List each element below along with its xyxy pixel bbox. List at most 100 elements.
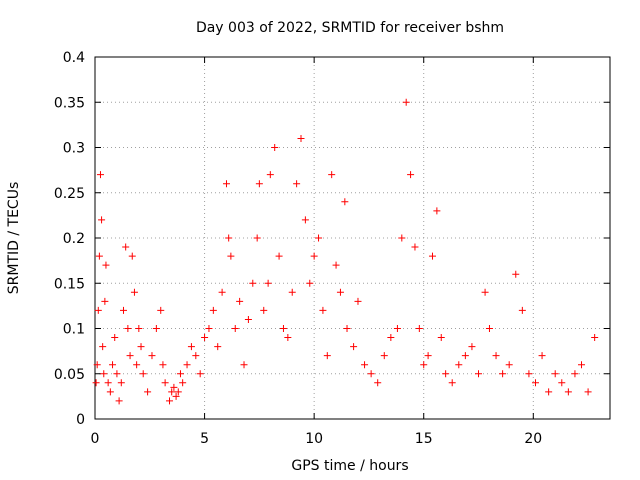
data-point	[380, 352, 388, 360]
data-point	[428, 252, 436, 260]
data-point	[485, 325, 493, 332]
data-point	[137, 343, 145, 351]
data-point	[407, 171, 415, 179]
data-point	[336, 288, 344, 296]
data-point	[271, 144, 279, 151]
data-point	[113, 370, 121, 378]
data-point	[170, 383, 178, 391]
x-tick-label: 5	[200, 431, 209, 447]
data-point	[448, 379, 456, 387]
data-point	[279, 325, 287, 332]
data-point	[398, 234, 406, 242]
x-axis-label: GPS time / hours	[291, 458, 408, 474]
data-point	[179, 379, 187, 387]
data-point	[393, 325, 401, 332]
data-point	[187, 343, 195, 351]
data-point	[461, 352, 469, 360]
data-point	[130, 288, 138, 296]
data-point	[174, 388, 182, 396]
data-point	[159, 361, 167, 369]
data-point	[578, 361, 586, 369]
data-point	[315, 234, 323, 242]
data-point	[99, 343, 107, 351]
data-point	[104, 379, 112, 387]
data-point	[525, 370, 533, 378]
y-tick-label: 0.3	[63, 141, 85, 157]
data-point	[231, 325, 239, 332]
data-point	[341, 198, 349, 206]
data-point	[96, 171, 104, 179]
data-point	[249, 279, 257, 287]
data-point	[301, 216, 309, 224]
data-point	[275, 252, 283, 260]
data-point	[126, 352, 134, 360]
data-point	[481, 288, 489, 296]
y-tick-label: 0.25	[54, 186, 85, 202]
data-point	[437, 334, 445, 342]
x-axis: 0 5 10 15 20	[91, 57, 542, 447]
x-tick-label: 20	[524, 431, 542, 447]
data-point	[111, 334, 119, 342]
data-point	[157, 306, 165, 314]
data-point	[255, 180, 263, 188]
data-point	[455, 361, 463, 369]
data-point	[152, 325, 160, 332]
data-point	[133, 361, 141, 369]
data-point	[367, 370, 375, 378]
data-point	[115, 397, 123, 405]
data-point	[214, 343, 222, 351]
data-point	[222, 180, 230, 188]
data-point	[148, 352, 156, 360]
data-point	[240, 361, 248, 369]
data-point	[433, 207, 441, 215]
data-point	[475, 370, 483, 378]
y-tick-label: 0.35	[54, 95, 85, 111]
data-point	[468, 343, 476, 351]
data-point	[531, 379, 539, 387]
data-point	[119, 306, 127, 314]
data-point	[192, 352, 200, 360]
data-point	[106, 388, 114, 396]
data-point	[545, 388, 553, 396]
y-tick-label: 0.2	[63, 231, 85, 247]
data-point	[166, 397, 174, 405]
plot-frame	[94, 56, 611, 420]
data-point	[95, 252, 103, 260]
data-point	[591, 334, 599, 342]
data-point	[505, 361, 513, 369]
y-tick-label: 0.15	[54, 276, 85, 292]
data-point	[264, 279, 272, 287]
y-tick-label: 0.1	[63, 322, 85, 338]
chart-title: Day 003 of 2022, SRMTID for receiver bsh…	[196, 20, 504, 36]
data-point	[310, 252, 318, 260]
data-point	[293, 180, 301, 188]
data-point	[584, 388, 592, 396]
data-point	[260, 306, 268, 314]
data-point	[161, 379, 169, 387]
data-point	[512, 270, 520, 278]
data-point	[122, 243, 130, 251]
data-point	[328, 171, 336, 179]
data-point	[109, 361, 117, 369]
data-point	[297, 134, 305, 142]
data-point	[144, 388, 152, 396]
data-point	[499, 370, 507, 378]
data-point	[350, 343, 358, 351]
data-point	[168, 388, 176, 396]
data-point	[196, 370, 204, 378]
grid	[95, 57, 610, 419]
data-point	[172, 392, 180, 400]
data-point	[518, 306, 526, 314]
data-point	[492, 352, 500, 360]
data-point	[374, 379, 382, 387]
data-point	[102, 261, 110, 269]
y-tick-label: 0.4	[63, 50, 85, 66]
data-point	[201, 334, 209, 342]
data-point	[387, 334, 395, 342]
data-point	[288, 288, 296, 296]
y-tick-label: 0.05	[54, 367, 85, 383]
data-point	[94, 306, 102, 314]
data-point	[402, 98, 410, 106]
data-point	[128, 252, 136, 260]
